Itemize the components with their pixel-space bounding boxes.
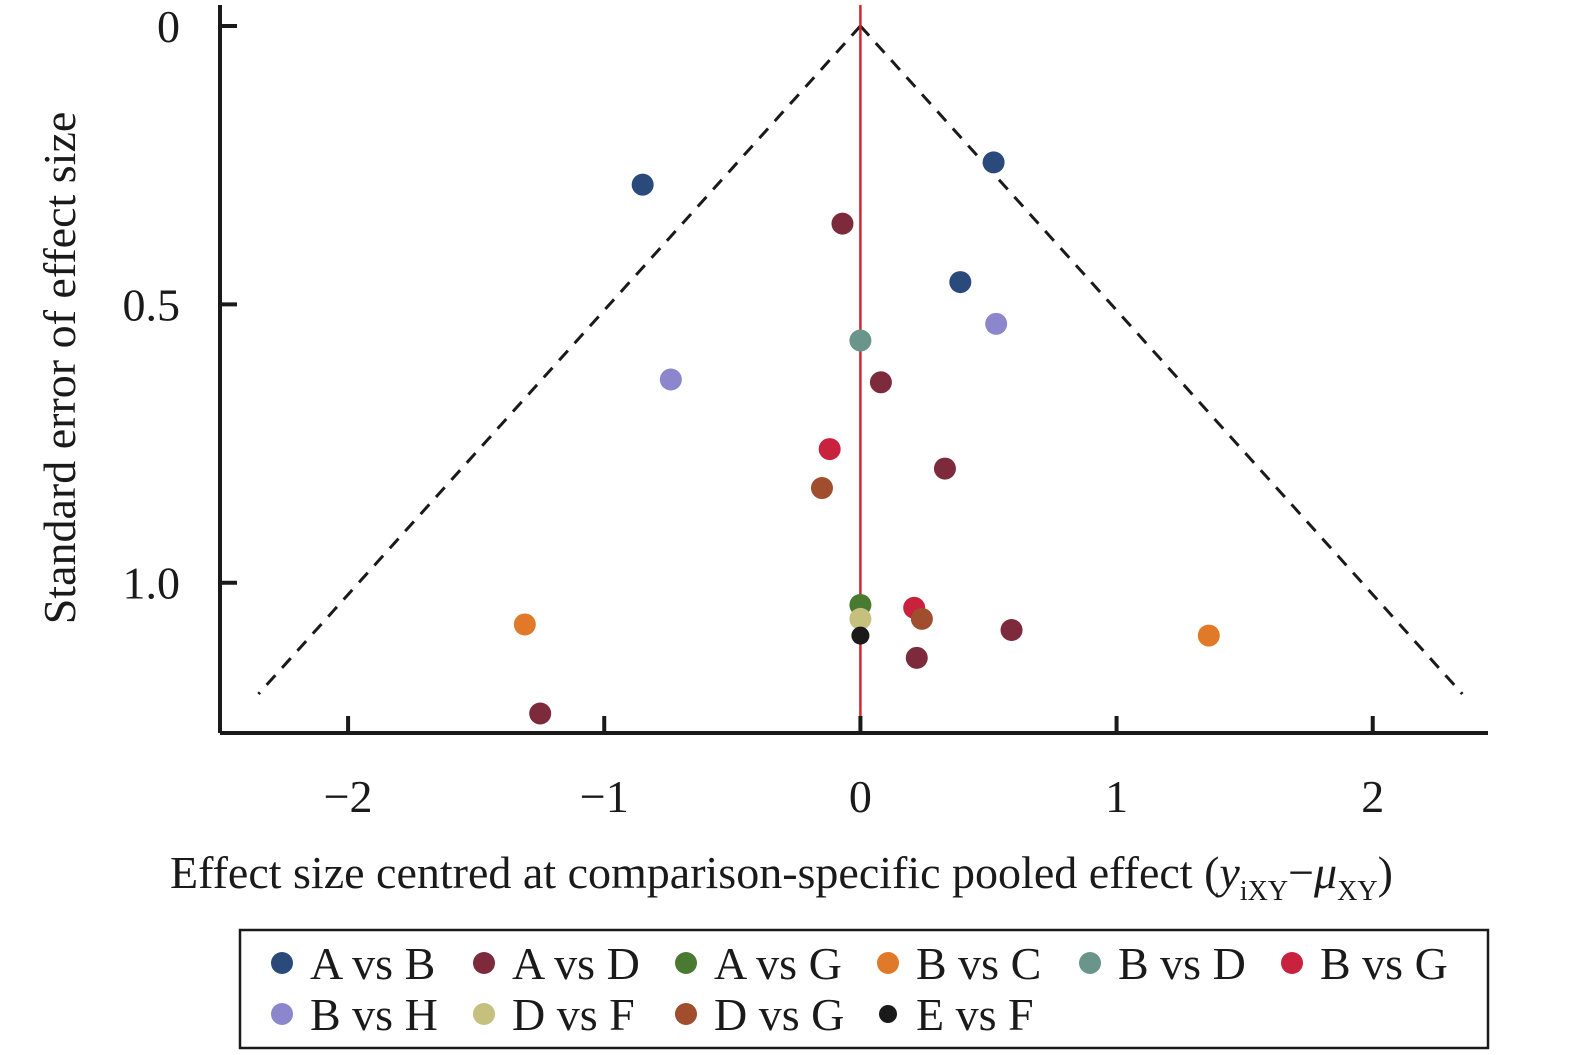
- legend-label-b-vs-g: B vs G: [1320, 938, 1448, 989]
- point-b-vs-g: [818, 438, 841, 461]
- funnel-left-boundary: [257, 24, 862, 696]
- y-axis-title: Standard error of effect size: [34, 112, 85, 625]
- x-axis-title-y-symbol: y: [1215, 847, 1240, 898]
- legend-marker-d-vs-f: [473, 1003, 495, 1025]
- legend-marker-a-vs-d: [473, 952, 495, 974]
- point-a-vs-b: [631, 173, 654, 196]
- x-axis-title-minus: −: [1288, 847, 1314, 898]
- point-d-vs-g: [810, 477, 833, 500]
- legend-label-a-vs-b: A vs B: [310, 938, 435, 989]
- legend-label-d-vs-g: D vs G: [714, 989, 844, 1040]
- y-axis-ticks: 0 0.5 1.0: [123, 1, 237, 609]
- legend-label-e-vs-f: E vs F: [916, 989, 1034, 1040]
- point-a-vs-d: [529, 702, 552, 725]
- x-tick-label: 2: [1361, 771, 1384, 822]
- legend-label-a-vs-d: A vs D: [512, 938, 640, 989]
- x-axis-title-y-subscript: iXY: [1240, 876, 1288, 907]
- point-b-vs-d: [849, 329, 872, 352]
- x-tick-label: −2: [324, 771, 373, 822]
- x-axis-title: Effect size centred at comparison-specif…: [170, 847, 1393, 907]
- x-axis-title-mu-subscript: XY: [1337, 876, 1377, 907]
- legend-label-d-vs-f: D vs F: [512, 989, 635, 1040]
- y-tick-label: 0.5: [123, 279, 181, 330]
- plot-area: [257, 5, 1464, 733]
- legend: A vs B A vs D A vs G B vs C B vs D B vs G B vs…: [238, 928, 1490, 1050]
- point-a-vs-d: [1000, 619, 1023, 642]
- x-axis-title-mu-symbol: μ: [1313, 847, 1337, 898]
- data-points: [513, 151, 1220, 725]
- legend-border: [238, 928, 1490, 1050]
- point-d-vs-g: [910, 607, 933, 630]
- point-a-vs-b: [982, 151, 1005, 174]
- y-tick-label: 1.0: [123, 558, 181, 609]
- point-a-vs-d: [905, 646, 928, 669]
- x-axis-title-close-paren: ): [1378, 847, 1393, 898]
- legend-marker-d-vs-g: [675, 1003, 697, 1025]
- legend-label-b-vs-c: B vs C: [916, 938, 1041, 989]
- point-b-vs-c: [513, 613, 536, 636]
- x-tick-label: 0: [849, 771, 872, 822]
- legend-label-a-vs-g: A vs G: [714, 938, 842, 989]
- x-tick-label: 1: [1105, 771, 1128, 822]
- legend-marker-e-vs-f: [879, 1005, 897, 1023]
- x-axis-title-text: Effect size centred at comparison-specif…: [170, 847, 1219, 898]
- x-axis-ticks: −2 −1 0 1 2: [324, 716, 1384, 822]
- point-a-vs-d: [831, 212, 854, 235]
- y-tick-label: 0: [157, 1, 180, 52]
- axes: −2 −1 0 1 2 0 0.5 1.0: [123, 1, 1488, 822]
- point-b-vs-h: [985, 312, 1008, 335]
- point-e-vs-f: [851, 626, 870, 645]
- legend-marker-b-vs-c: [877, 952, 899, 974]
- legend-label-b-vs-h: B vs H: [310, 989, 438, 1040]
- legend-marker-a-vs-g: [675, 952, 697, 974]
- funnel-right-boundary: [859, 24, 1464, 696]
- legend-label-b-vs-d: B vs D: [1118, 938, 1246, 989]
- point-a-vs-d: [933, 457, 956, 480]
- x-tick-label: −1: [580, 771, 629, 822]
- point-a-vs-b: [949, 271, 972, 294]
- legend-items: A vs B A vs D A vs G B vs C B vs D B vs G B vs…: [271, 938, 1448, 1040]
- point-b-vs-h: [659, 368, 682, 391]
- legend-marker-b-vs-g: [1281, 952, 1303, 974]
- legend-marker-a-vs-b: [271, 952, 293, 974]
- legend-marker-b-vs-h: [271, 1003, 293, 1025]
- point-a-vs-d: [869, 371, 892, 394]
- point-b-vs-c: [1197, 624, 1220, 647]
- legend-marker-b-vs-d: [1079, 952, 1101, 974]
- point-d-vs-f: [849, 607, 872, 630]
